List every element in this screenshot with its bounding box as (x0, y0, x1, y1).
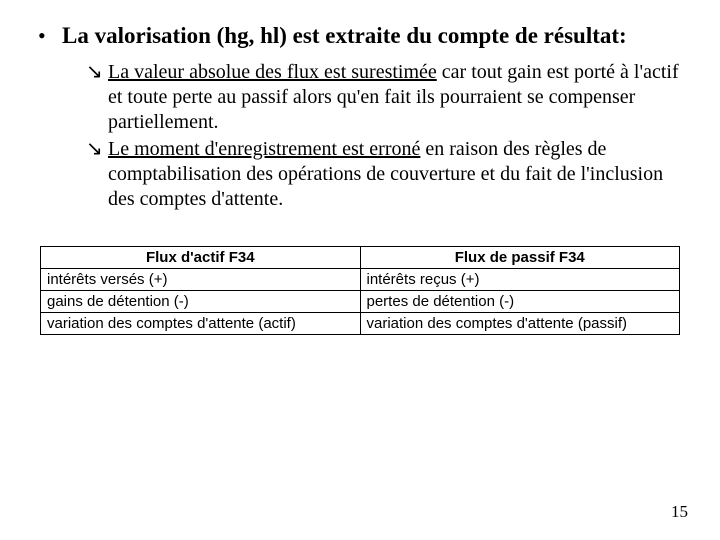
table-header-cell: Flux de passif F34 (360, 247, 680, 269)
table-row: gains de détention (-) pertes de détenti… (41, 291, 680, 313)
flux-table-wrap: Flux d'actif F34 Flux de passif F34 inté… (40, 246, 680, 335)
main-bullet: • La valorisation (hg, hl) est extraite … (38, 22, 682, 50)
sub-item-text: La valeur absolue des flux est surestimé… (108, 60, 682, 135)
table-row: intérêts versés (+) intérêts reçus (+) (41, 269, 680, 291)
flux-table: Flux d'actif F34 Flux de passif F34 inté… (40, 246, 680, 335)
sub-list: ↘ La valeur absolue des flux est suresti… (86, 60, 682, 212)
slide-page: • La valorisation (hg, hl) est extraite … (0, 0, 720, 540)
heading-text: La valorisation (hg, hl) est extraite du… (62, 22, 627, 50)
table-cell: intérêts reçus (+) (360, 269, 680, 291)
arrow-down-right-icon: ↘ (86, 60, 108, 85)
sub-item: ↘ Le moment d'enregistrement est erroné … (86, 137, 682, 212)
sub-item-underlined: Le moment d'enregistrement est erroné (108, 138, 420, 160)
table-row: variation des comptes d'attente (actif) … (41, 313, 680, 335)
arrow-down-right-icon: ↘ (86, 137, 108, 162)
table-cell: variation des comptes d'attente (passif) (360, 313, 680, 335)
table-header-row: Flux d'actif F34 Flux de passif F34 (41, 247, 680, 269)
table-cell: gains de détention (-) (41, 291, 361, 313)
sub-item: ↘ La valeur absolue des flux est suresti… (86, 60, 682, 135)
sub-item-text: Le moment d'enregistrement est erroné en… (108, 137, 682, 212)
sub-item-underlined: La valeur absolue des flux est surestimé… (108, 61, 437, 83)
table-cell: pertes de détention (-) (360, 291, 680, 313)
bullet-dot-icon: • (38, 22, 62, 50)
table-cell: intérêts versés (+) (41, 269, 361, 291)
page-number: 15 (671, 502, 688, 522)
table-header-cell: Flux d'actif F34 (41, 247, 361, 269)
table-cell: variation des comptes d'attente (actif) (41, 313, 361, 335)
